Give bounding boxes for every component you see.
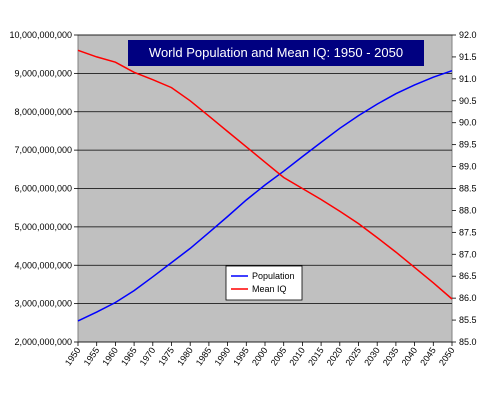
right-tick-label: 90.0 xyxy=(459,118,477,128)
x-tick-label: 1970 xyxy=(138,345,158,367)
right-tick-label: 85.0 xyxy=(459,337,477,347)
x-tick-label: 2025 xyxy=(343,345,363,367)
x-tick-label: 1965 xyxy=(119,345,139,367)
x-tick-label: 1975 xyxy=(156,345,176,367)
chart-title-box: World Population and Mean IQ: 1950 - 205… xyxy=(128,40,424,66)
legend-box xyxy=(225,265,303,301)
right-tick-label: 85.5 xyxy=(459,315,477,325)
left-tick-label: 8,000,000,000 xyxy=(14,107,72,117)
series-line-mean-iq xyxy=(77,49,453,300)
right-tick-label: 89.5 xyxy=(459,140,477,150)
left-tick-label: 4,000,000,000 xyxy=(14,260,72,270)
x-tick-label: 2005 xyxy=(269,345,289,367)
x-tick-label: 2045 xyxy=(418,345,438,367)
x-tick-label: 2010 xyxy=(287,345,307,367)
x-tick-label: 2050 xyxy=(437,345,457,367)
left-tick-label: 5,000,000,000 xyxy=(14,222,72,232)
series-line-population xyxy=(77,69,453,322)
x-tick-label: 2030 xyxy=(362,345,382,367)
right-tick-label: 88.0 xyxy=(459,205,477,215)
legend-label: Mean IQ xyxy=(252,284,287,294)
right-tick-label: 90.5 xyxy=(459,96,477,106)
right-tick-label: 91.5 xyxy=(459,52,477,62)
x-tick-label: 1955 xyxy=(82,345,102,367)
x-axis-ticks: 1950 1955 1960 1965 1970 1975 1980 1985 1990 1995… xyxy=(63,342,457,368)
chart-title: World Population and Mean IQ: 1950 - 205… xyxy=(149,45,403,60)
right-tick-label: 91.0 xyxy=(459,74,477,84)
right-tick-label: 89.0 xyxy=(459,162,477,172)
right-tick-label: 87.0 xyxy=(459,249,477,259)
right-tick-label: 86.5 xyxy=(459,271,477,281)
x-tick-label: 1960 xyxy=(100,345,120,367)
x-tick-label: 1990 xyxy=(213,345,233,367)
chart-title-background xyxy=(128,40,424,66)
right-tick-label: 86.0 xyxy=(459,293,477,303)
legend-label: Population xyxy=(252,271,295,281)
x-tick-label: 2015 xyxy=(306,345,326,367)
legend: Population Mean IQ xyxy=(225,265,303,301)
left-tick-label: 9,000,000,000 xyxy=(14,68,72,78)
left-tick-label: 3,000,000,000 xyxy=(14,299,72,309)
x-tick-label: 1980 xyxy=(175,345,195,367)
left-tick-label: 6,000,000,000 xyxy=(14,184,72,194)
left-tick-label: 7,000,000,000 xyxy=(14,145,72,155)
x-tick-label: 2020 xyxy=(325,345,345,367)
left-tick-label: 2,000,000,000 xyxy=(14,337,72,347)
right-tick-label: 92.0 xyxy=(459,30,477,40)
right-axis-ticks: 85.0 85.5 86.0 86.5 87.0 87.5 88.0 88.5 89.0 89.5… xyxy=(452,30,477,347)
x-tick-label: 1950 xyxy=(63,345,83,367)
left-axis-ticks: 2,000,000,000 3,000,000,000 4,000,000,000 5… xyxy=(9,30,78,347)
x-tick-label: 2040 xyxy=(400,345,420,367)
x-tick-label: 2035 xyxy=(381,345,401,367)
x-tick-label: 1995 xyxy=(231,345,251,367)
x-tick-label: 1985 xyxy=(194,345,214,367)
series-layer xyxy=(77,49,453,322)
x-tick-label: 2000 xyxy=(250,345,270,367)
right-tick-label: 88.5 xyxy=(459,184,477,194)
gridlines xyxy=(78,34,452,343)
left-tick-label: 10,000,000,000 xyxy=(9,30,72,40)
right-tick-label: 87.5 xyxy=(459,227,477,237)
